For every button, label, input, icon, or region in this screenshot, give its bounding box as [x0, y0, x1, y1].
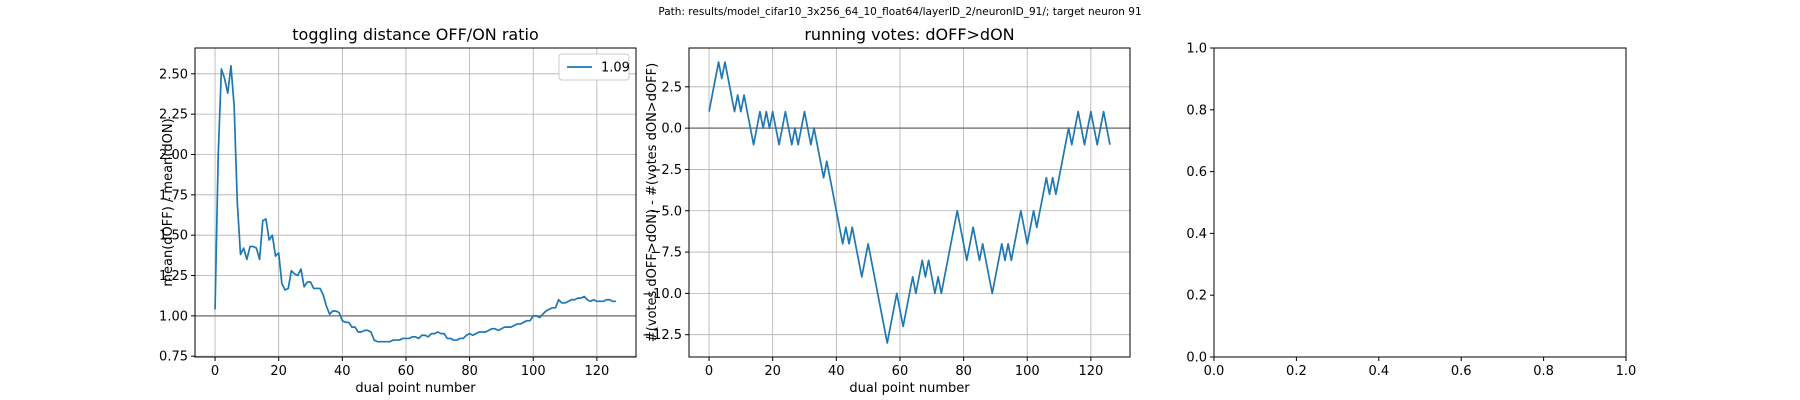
y-tick-label: 2.25 — [159, 108, 188, 123]
axes-frame — [194, 47, 637, 358]
x-tick-label: 80 — [461, 364, 478, 379]
figure-suptitle: Path: results/model_cifar10_3x256_64_10_… — [658, 6, 1141, 18]
axes-frame — [1213, 47, 1627, 358]
x-tick-label: 0.6 — [1451, 364, 1472, 379]
x-tick-label: 100 — [1015, 364, 1040, 379]
y-tick-label: −5.0 — [650, 204, 682, 219]
chart-toggling-ratio: 0 20 40 60 80 100 120 0.75 1.00 1.25 1.50 1.75 2.00 2… — [159, 25, 637, 396]
chart-empty-axes: 0.0 0.2 0.4 0.6 0.8 1.0 0.0 0.2 0.4 0.6 0.8 1.0 — [1186, 42, 1636, 380]
y-tick-label: 2.5 — [661, 80, 682, 95]
x-tick-label: 120 — [584, 364, 609, 379]
y-tick-label: 0.75 — [159, 350, 188, 365]
y-tick-label: 1.50 — [159, 229, 188, 244]
x-tick-label: 20 — [764, 364, 781, 379]
axes-frame — [688, 47, 1131, 358]
y-tick-label: −7.5 — [650, 246, 682, 261]
legend: 1.09 — [558, 53, 630, 81]
y-tick-label: 2.00 — [159, 148, 188, 163]
y-tick-label: 0.2 — [1186, 289, 1207, 304]
legend-box — [558, 53, 630, 81]
x-tick-label: 0.0 — [1204, 364, 1225, 379]
y-tick-label: 1.0 — [1186, 42, 1207, 57]
y-axis-label: mean(dOFF) / mean(dON) — [161, 118, 176, 286]
x-tick-label: 40 — [334, 364, 351, 379]
series-line — [214, 64, 616, 343]
x-tick-label: 20 — [270, 364, 287, 379]
x-tick-label: 0.8 — [1533, 364, 1554, 379]
y-tick-label: 0.8 — [1186, 103, 1207, 118]
y-tick-label: 1.25 — [159, 269, 188, 284]
y-tick-label: −2.5 — [650, 163, 682, 178]
y-tick-label: −12.5 — [642, 328, 682, 343]
x-tick-label: 0 — [705, 364, 713, 379]
x-tick-label: 120 — [1078, 364, 1103, 379]
x-tick-label: 60 — [398, 364, 415, 379]
y-tick-label: 0.0 — [1186, 351, 1207, 366]
x-tick-label: 0 — [211, 364, 219, 379]
y-tick-label: 0.6 — [1186, 165, 1207, 180]
y-tick-label: −10.0 — [642, 287, 682, 302]
y-tick-label: 2.50 — [159, 67, 188, 82]
y-tick-label: 1.00 — [159, 309, 188, 324]
x-tick-label: 80 — [955, 364, 972, 379]
chart-running-votes: 0 20 40 60 80 100 120 −12.5 −10.0 −7.5 −5.0 −2.5 0.0… — [642, 25, 1131, 396]
chart-title: running votes: dOFF>dON — [804, 25, 1014, 44]
x-axis-label: dual point number — [849, 381, 970, 396]
x-tick-label: 60 — [892, 364, 909, 379]
y-tick-label: 1.75 — [159, 188, 188, 203]
y-tick-label: 0.4 — [1186, 227, 1207, 242]
y-axis-label: #(votes dOFF>dON) - #(votes dON>dOFF) — [645, 63, 660, 342]
x-tick-label: 100 — [521, 364, 546, 379]
x-tick-label: 0.4 — [1368, 364, 1389, 379]
legend-entry-label: 1.09 — [601, 61, 630, 76]
x-tick-label: 0.2 — [1286, 364, 1307, 379]
x-tick-label: 40 — [828, 364, 845, 379]
x-tick-label: 1.0 — [1616, 364, 1637, 379]
chart-title: toggling distance OFF/ON ratio — [292, 25, 538, 44]
y-tick-label: 0.0 — [661, 122, 682, 137]
series-line — [708, 61, 1111, 344]
x-axis-label: dual point number — [355, 381, 476, 396]
